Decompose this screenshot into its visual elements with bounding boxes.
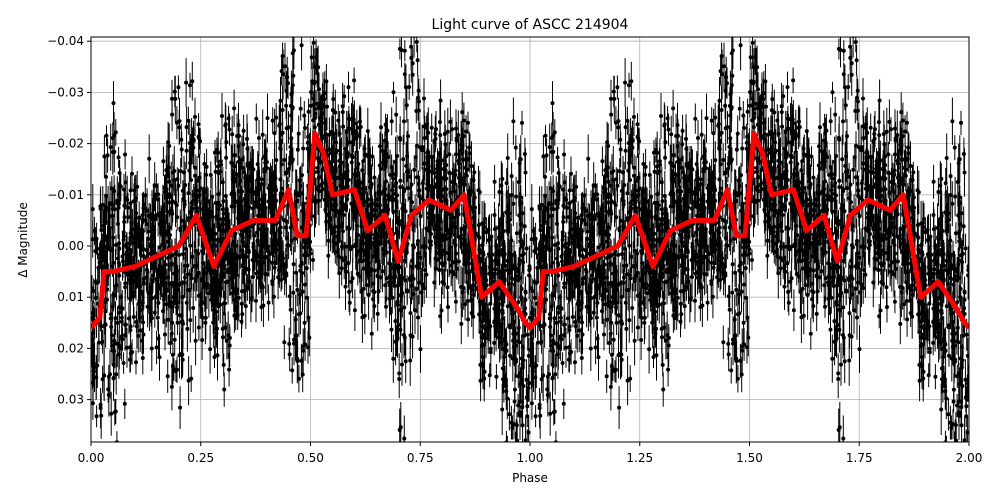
- x-tick-label: 0.25: [187, 451, 214, 465]
- x-tick-label: 0.00: [78, 451, 105, 465]
- x-tick-label: 1.75: [846, 451, 873, 465]
- y-tick-label: −0.01: [47, 188, 84, 202]
- y-tick-label: −0.03: [47, 85, 84, 99]
- model-curve: [91, 130, 969, 331]
- y-tick-label: 0.02: [57, 341, 84, 355]
- x-tick-label: 1.25: [626, 451, 653, 465]
- y-tick-label: 0.00: [57, 239, 84, 253]
- y-tick-label: −0.04: [47, 34, 84, 48]
- y-axis-label: Δ Magnitude: [16, 202, 30, 278]
- axis-ticks: 0.00 0.25 0.50 0.75 1.00 1.25 1.50 1.75 2.00 −0.0…: [47, 34, 982, 465]
- chart-title: Light curve of ASCC 214904: [432, 17, 629, 33]
- x-tick-label: 2.00: [956, 451, 983, 465]
- x-tick-label: 0.50: [297, 451, 324, 465]
- x-axis-label: Phase: [512, 471, 548, 485]
- x-tick-label: 0.75: [407, 451, 434, 465]
- y-tick-label: 0.01: [57, 290, 84, 304]
- x-tick-label: 1.50: [736, 451, 763, 465]
- x-tick-label: 1.00: [517, 451, 544, 465]
- y-tick-label: 0.03: [57, 393, 84, 407]
- y-tick-label: −0.02: [47, 137, 84, 151]
